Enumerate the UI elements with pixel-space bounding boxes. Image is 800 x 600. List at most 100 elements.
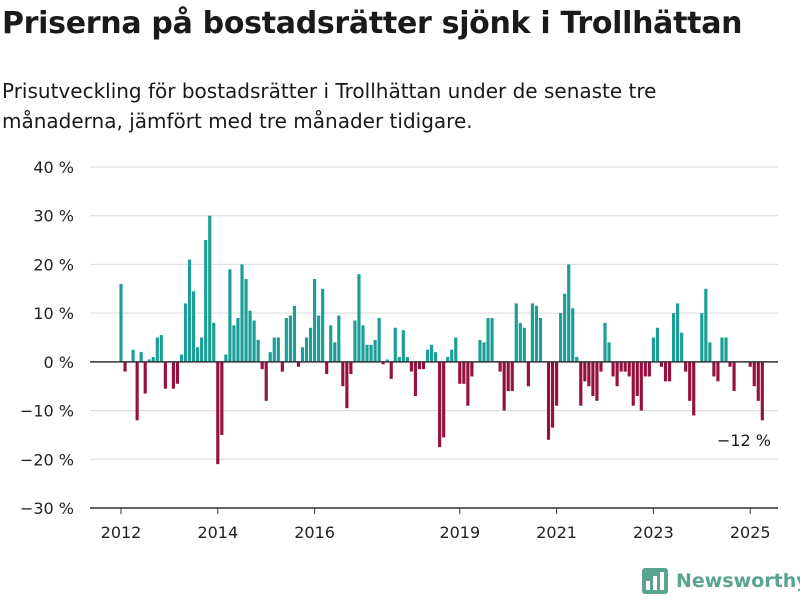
bar [692, 361, 696, 416]
x-tick-label: 2025 [730, 523, 771, 542]
bar [288, 315, 292, 362]
bar [329, 325, 333, 362]
bar [663, 361, 668, 382]
bar [373, 339, 377, 362]
bar [296, 361, 301, 367]
bar [155, 337, 159, 362]
bar [401, 330, 405, 362]
last-value-annotation: −12 % [717, 431, 771, 450]
bar [405, 356, 409, 362]
bar [752, 361, 756, 387]
bar [349, 361, 353, 375]
brand-name: Newsworthy [676, 570, 800, 592]
y-tick-label: 20 % [33, 255, 74, 274]
bar [587, 361, 591, 387]
bar [276, 337, 280, 362]
bar [377, 318, 381, 362]
bar [434, 352, 438, 362]
bar [486, 318, 490, 362]
y-tick-label: 40 % [33, 158, 74, 177]
bar [224, 354, 228, 362]
bar [567, 264, 571, 362]
bar [321, 288, 325, 362]
bar [313, 279, 317, 362]
bar [688, 361, 692, 401]
bar [212, 322, 216, 362]
bar [538, 318, 543, 362]
bar [268, 352, 272, 362]
bar [704, 288, 708, 362]
bar [393, 327, 397, 362]
bar [119, 283, 123, 362]
bar [421, 361, 426, 370]
bar [260, 361, 264, 370]
y-tick-label: 10 % [33, 304, 74, 323]
bar [563, 293, 567, 362]
bar [365, 344, 369, 362]
bar [623, 361, 627, 372]
bar [220, 361, 224, 435]
bar [345, 361, 349, 409]
bar [280, 361, 284, 372]
bar [466, 361, 470, 406]
bar [635, 361, 639, 396]
bar [139, 352, 143, 362]
bar [655, 327, 660, 362]
x-tick-label: 2019 [439, 523, 480, 542]
bar [300, 347, 305, 362]
bar [425, 349, 430, 362]
bar [264, 361, 268, 401]
bar [708, 342, 712, 362]
bar [454, 337, 458, 362]
y-tick-label: −30 % [20, 499, 74, 518]
bar [575, 356, 579, 362]
bar [200, 337, 204, 362]
bar [369, 344, 373, 362]
bar [659, 361, 664, 367]
bar [385, 359, 389, 362]
bar [292, 305, 297, 362]
bar [240, 264, 244, 362]
bar [526, 361, 530, 387]
x-axis-tick-labels: 2012 2014 2016 2019 2021 2023 2025 [101, 508, 771, 542]
bar [607, 342, 611, 362]
bar [518, 322, 522, 362]
bar [591, 361, 595, 396]
bar [482, 342, 486, 362]
bar [756, 361, 760, 401]
x-tick-label: 2021 [536, 523, 577, 542]
bar [341, 361, 345, 387]
bar [571, 308, 575, 362]
bar [429, 344, 434, 362]
bar [631, 361, 635, 406]
bar [317, 315, 321, 362]
bar [397, 356, 401, 362]
bar [724, 337, 728, 362]
bar [684, 361, 688, 372]
bar [450, 349, 454, 362]
x-tick-label: 2023 [633, 523, 674, 542]
y-tick-label: 0 % [44, 353, 74, 372]
bar [627, 361, 631, 377]
bar [192, 291, 196, 362]
bar [123, 361, 127, 372]
bar [676, 303, 680, 362]
bar [196, 347, 200, 362]
bar [446, 356, 450, 362]
bar [647, 361, 651, 377]
bar [131, 349, 135, 362]
bar [175, 361, 180, 384]
bar [522, 327, 526, 362]
bar [579, 361, 583, 406]
y-tick-label: −20 % [20, 450, 74, 469]
bar [760, 361, 764, 421]
bar [228, 269, 232, 362]
y-tick-label: −10 % [20, 402, 74, 421]
bar [353, 320, 357, 362]
bar [151, 356, 155, 362]
x-tick-label: 2014 [197, 523, 238, 542]
bar [413, 361, 418, 396]
bar [135, 361, 139, 421]
bar [470, 361, 474, 377]
